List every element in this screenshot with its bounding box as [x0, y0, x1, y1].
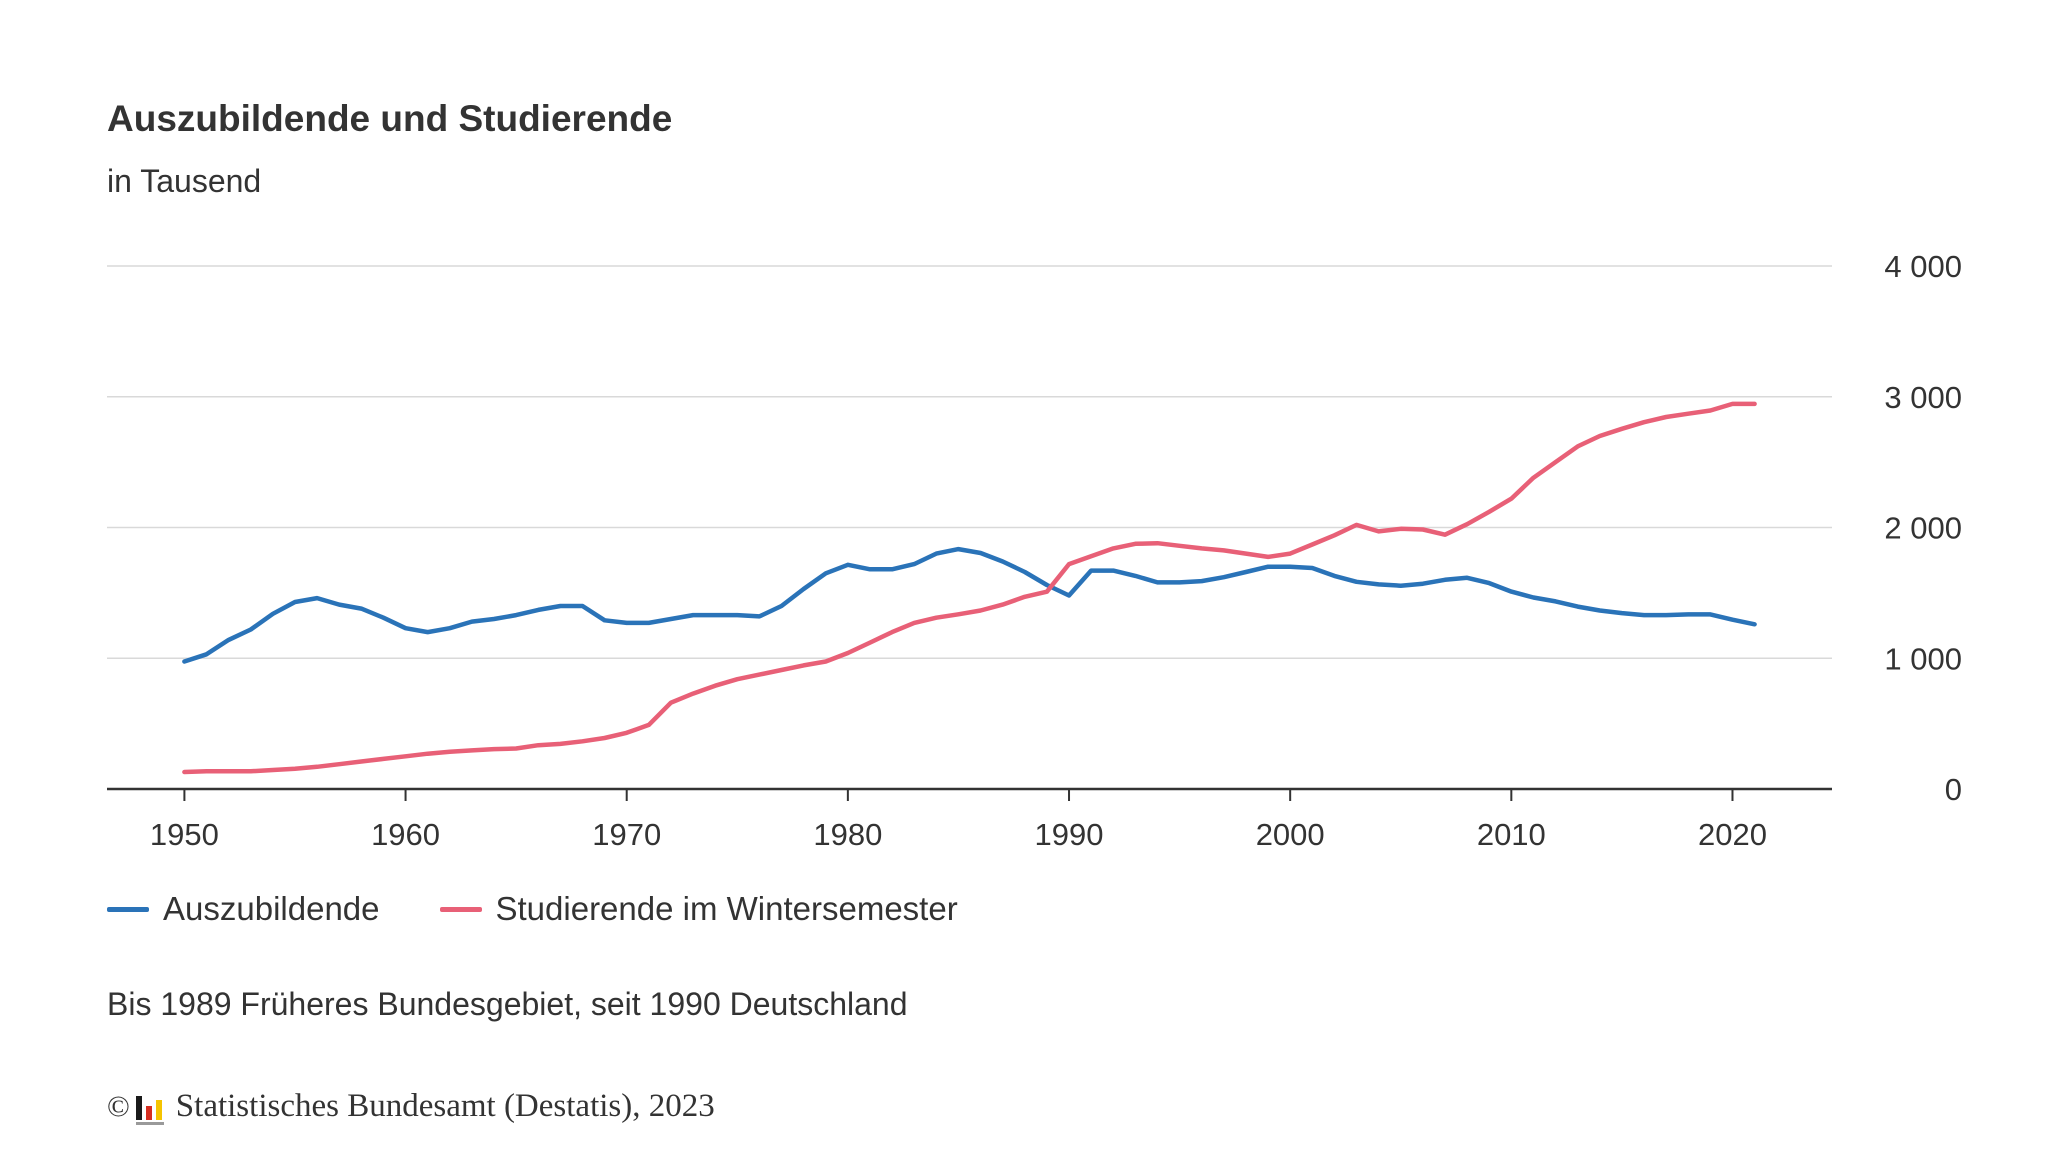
logo-base: [135, 1121, 164, 1125]
legend-item-studierende: Studierende im Wintersemester: [439, 890, 958, 928]
legend-swatch-auszubildende: [107, 906, 149, 912]
chart-legend: Auszubildende Studierende im Wintersemes…: [107, 890, 1018, 928]
chart-note: Bis 1989 Früheres Bundesgebiet, seit 199…: [107, 986, 908, 1022]
x-tick-label-1980: 1980: [813, 817, 882, 852]
source-credit: © Statistisches Bundesamt (Destatis), 20…: [107, 1088, 715, 1125]
chart-subtitle: in Tausend: [107, 163, 262, 199]
x-tick-label-2020: 2020: [1698, 817, 1767, 852]
source-text: Statistisches Bundesamt (Destatis), 2023: [175, 1088, 715, 1124]
x-tick-label-2010: 2010: [1477, 817, 1546, 852]
x-tick-label-1970: 1970: [592, 817, 661, 852]
copyright-symbol: ©: [107, 1089, 130, 1123]
y-tick-label-2000: 2 000: [1884, 511, 1962, 546]
y-tick-label-1000: 1 000: [1884, 641, 1962, 676]
legend-swatch-studierende: [439, 906, 482, 912]
x-tick-label-1990: 1990: [1035, 817, 1104, 852]
legend-label-auszubildende: Auszubildende: [163, 890, 380, 927]
y-tick-label-0: 0: [1945, 772, 1962, 807]
x-tick-label-2000: 2000: [1256, 817, 1325, 852]
line-chart: 0 1 000 2 000 3 000 4 000 1950 1960 1970 1980 199…: [107, 249, 1962, 852]
logo-bar-3: [155, 1099, 162, 1120]
legend-label-studierende: Studierende im Wintersemester: [495, 890, 958, 927]
logo-bar-1: [135, 1095, 142, 1120]
legend-item-auszubildende: Auszubildende: [107, 890, 380, 928]
x-tick-label-1960: 1960: [371, 817, 440, 852]
y-tick-label-4000: 4 000: [1884, 249, 1962, 284]
x-tick-label-1950: 1950: [150, 817, 219, 852]
logo-bar-2: [145, 1105, 152, 1120]
series-line-auszubildende: [182, 546, 1757, 664]
destatis-logo-icon: [135, 1094, 166, 1125]
series-line-studierende: [182, 401, 1757, 775]
chart-title: Auszubildende und Studierende: [107, 98, 673, 139]
y-tick-label-3000: 3 000: [1884, 380, 1962, 415]
